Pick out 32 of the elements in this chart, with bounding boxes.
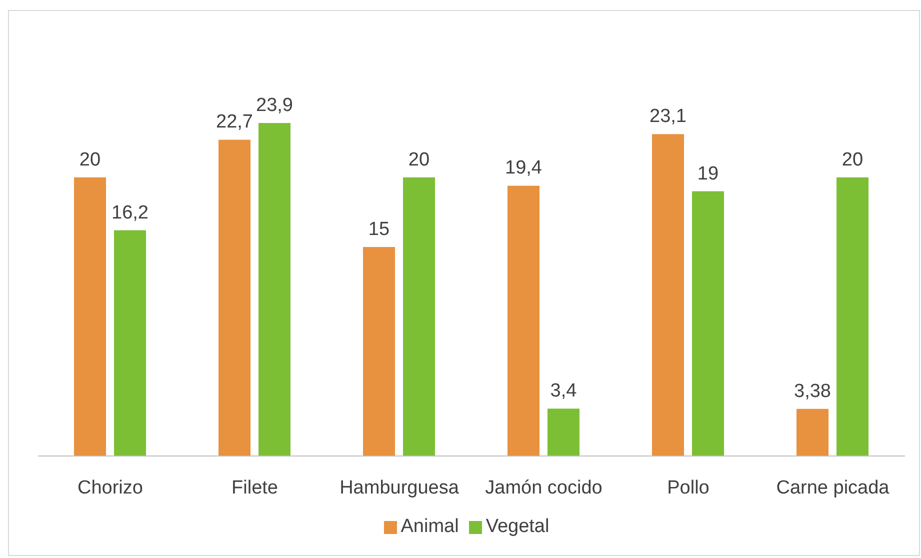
x-tick-label: Carne picada	[776, 477, 890, 498]
x-tick-label: Filete	[232, 477, 278, 498]
data-label: 22,7	[216, 112, 253, 133]
data-label: 19	[697, 163, 719, 184]
bar	[796, 408, 828, 456]
data-label: 20	[408, 149, 430, 170]
legend-label: Animal	[400, 516, 459, 537]
bar	[836, 177, 868, 456]
bar	[508, 186, 540, 456]
bar	[548, 408, 580, 456]
data-label: 3,38	[794, 380, 831, 402]
legend-label: Vegetal	[486, 516, 550, 537]
data-label: 23,9	[256, 95, 293, 116]
x-tick-label: Jamón cocido	[485, 477, 602, 498]
x-tick-label: Chorizo	[78, 477, 143, 498]
x-tick-label: Pollo	[667, 477, 710, 498]
bar	[218, 140, 250, 456]
data-label: 23,1	[650, 106, 686, 128]
data-label: 20	[842, 149, 864, 170]
data-label: 16,2	[112, 202, 148, 224]
bar	[114, 230, 146, 456]
bar	[74, 177, 106, 456]
data-label: 3,4	[550, 380, 578, 402]
bar	[363, 247, 395, 456]
data-label: 20	[79, 149, 101, 170]
bar	[652, 134, 684, 456]
bar	[692, 191, 724, 456]
data-label: 19,4	[505, 158, 542, 179]
data-label: 15	[368, 219, 390, 240]
x-tick-label: Hamburguesa	[340, 477, 460, 498]
bar	[258, 123, 290, 456]
bar	[403, 177, 435, 456]
